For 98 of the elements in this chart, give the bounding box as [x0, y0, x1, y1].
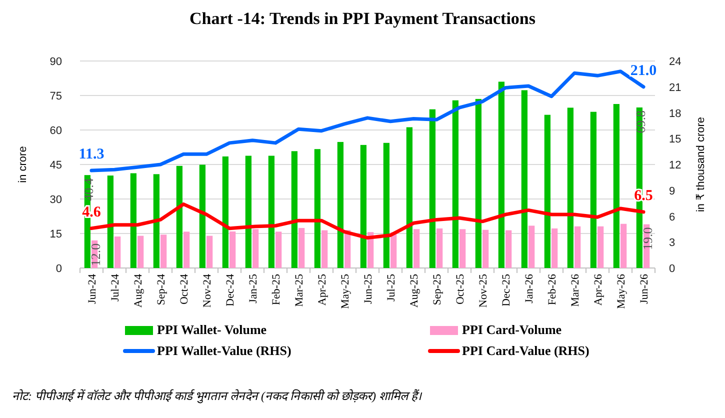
data-label: 40.4 — [80, 178, 96, 201]
bar — [552, 228, 558, 268]
y-tick-label: 15 — [50, 228, 62, 240]
y2-tick-label: 24 — [669, 56, 682, 68]
bar — [475, 98, 482, 268]
bar — [414, 229, 420, 268]
x-tick-label: Jul-24 — [110, 274, 122, 302]
bar — [406, 127, 412, 268]
x-tick-label: Apr-25 — [316, 274, 328, 306]
x-tick-label: Apr-26 — [592, 274, 604, 306]
data-label: 21.0 — [630, 62, 657, 79]
bar — [298, 228, 305, 268]
y2-axis-title: in ₹ thousand crore — [695, 116, 707, 212]
bar — [452, 100, 458, 268]
bar — [482, 230, 489, 268]
y2-tick-label: 18 — [669, 108, 682, 120]
text: नोट: पीपीआई में वॉलेट और पीपीआई कार्ड भुगतान लेनदेन (नकद निकासी को छोड़कर) शामिल हैं। — [12, 389, 423, 404]
y2-tick-label: 3 — [669, 237, 676, 250]
bar — [130, 173, 136, 268]
x-tick-label: Aug-24 — [132, 274, 144, 308]
legend-label: PPI Card-Volume — [462, 322, 562, 337]
y2-tick-label: 0 — [669, 263, 676, 275]
y2-tick-label: 6 — [669, 211, 676, 224]
bar — [245, 156, 252, 268]
bar — [598, 226, 604, 268]
bar — [528, 226, 535, 268]
x-tick-label: May-25 — [340, 274, 352, 309]
x-tick-label: Mar-25 — [294, 274, 306, 307]
y-tick-label: 45 — [50, 160, 62, 172]
legend-label: PPI Wallet-Value (RHS) — [157, 343, 292, 358]
bar — [521, 90, 528, 268]
bar — [436, 228, 443, 268]
bar — [337, 142, 344, 268]
y-tick-label: 0 — [56, 263, 62, 275]
bar — [252, 229, 259, 268]
x-tick-label: Mar-26 — [570, 274, 582, 307]
bar — [222, 156, 228, 268]
bar — [460, 229, 466, 268]
x-tick-label: Jun-24 — [86, 274, 98, 304]
bar — [176, 166, 182, 268]
y2-tick-label: 21 — [669, 82, 682, 94]
x-tick-label: Dec-25 — [500, 274, 512, 306]
bar — [322, 230, 328, 268]
y-tick-label: 30 — [50, 194, 62, 206]
data-label: 19.0 — [640, 227, 656, 250]
bar — [114, 236, 121, 268]
bar — [498, 82, 504, 268]
bar — [567, 108, 574, 268]
bar — [107, 176, 114, 268]
x-tick-label: Jul-25 — [386, 274, 398, 302]
x-tick-label: Nov-24 — [202, 274, 214, 308]
bar — [160, 234, 167, 268]
x-tick-label: Jun-26 — [638, 274, 650, 304]
bar — [199, 164, 206, 268]
data-label: 69.8 — [632, 110, 648, 134]
bar — [360, 144, 366, 268]
x-tick-label: Sep-24 — [156, 274, 168, 306]
legend-label: PPI Wallet- Volume — [157, 322, 267, 337]
bar — [544, 114, 550, 268]
x-tick-label: Feb-25 — [270, 274, 282, 306]
y2-tick-label: 9 — [669, 185, 676, 198]
bar — [138, 236, 144, 268]
bar — [429, 109, 436, 268]
y2-tick-label: 12 — [669, 160, 682, 172]
y-tick-label: 90 — [50, 56, 62, 68]
bar — [620, 224, 627, 268]
bar — [268, 156, 274, 268]
y2-tick-label: 15 — [669, 134, 682, 146]
bar — [590, 112, 596, 268]
x-tick-label: Dec-24 — [224, 274, 236, 306]
x-tick-label: May-26 — [616, 274, 628, 309]
data-label: 11.3 — [78, 146, 104, 163]
bar — [206, 236, 213, 268]
y-axis-title: in crore — [17, 146, 29, 183]
data-label: 12.0 — [88, 243, 104, 266]
legend-label: PPI Card-Value (RHS) — [462, 343, 590, 358]
chart-title: Chart -14: Trends in PPI Payment Transactions — [190, 9, 536, 28]
bar — [613, 104, 620, 268]
bar — [230, 231, 236, 268]
bar — [184, 232, 190, 268]
x-tick-label: Sep-25 — [432, 274, 444, 306]
y-tick-label: 75 — [50, 90, 62, 102]
x-tick-label: Jan-26 — [524, 274, 536, 304]
x-tick-label: Jan-25 — [248, 274, 260, 304]
bar — [506, 230, 512, 268]
bar — [291, 151, 298, 268]
x-tick-label: Oct-24 — [178, 274, 190, 305]
x-tick-label: Jun-25 — [362, 274, 374, 304]
bar — [383, 142, 390, 268]
bar — [153, 174, 160, 268]
bar — [314, 149, 320, 268]
bar — [574, 226, 581, 268]
bar — [276, 232, 282, 268]
x-tick-label: Nov-25 — [478, 274, 490, 308]
x-tick-label: Aug-25 — [408, 274, 420, 308]
x-tick-label: Feb-26 — [546, 274, 558, 306]
y-tick-label: 60 — [50, 125, 62, 137]
x-tick-label: Oct-25 — [454, 274, 466, 305]
